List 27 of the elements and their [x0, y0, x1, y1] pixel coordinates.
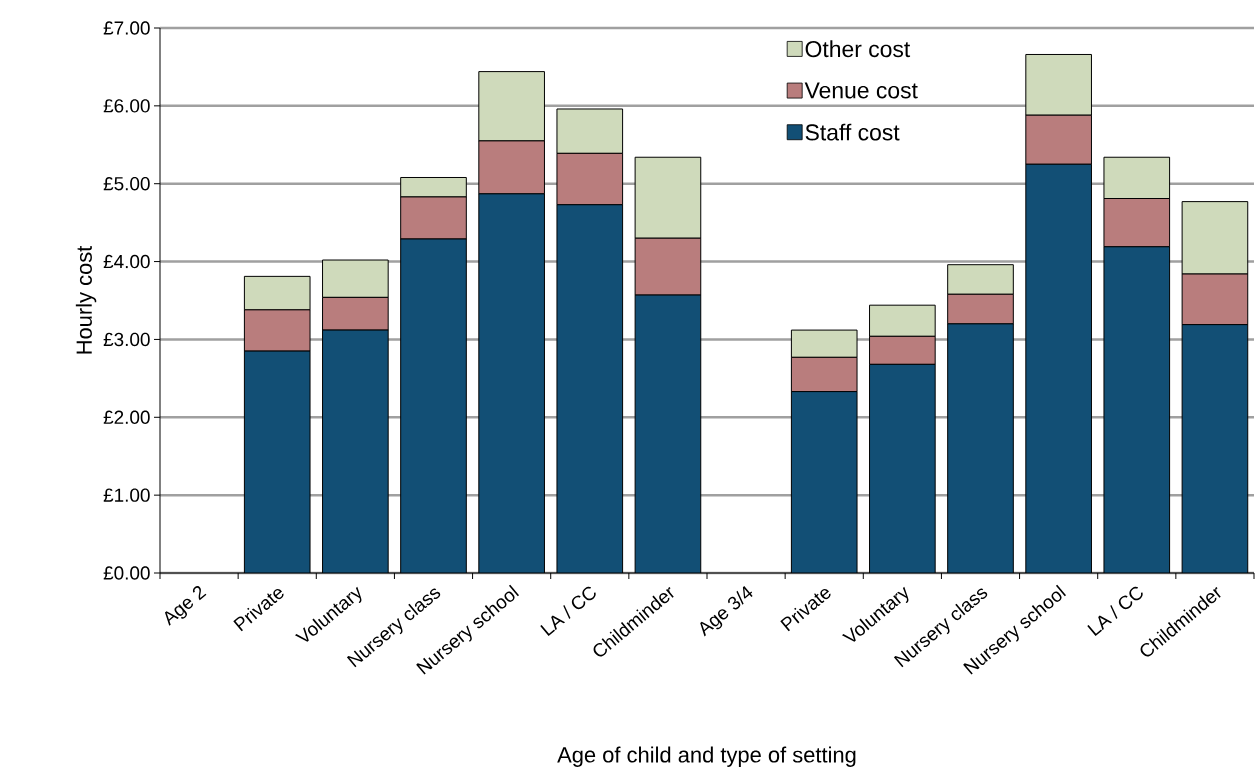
x-axis-title: Age of child and type of setting	[557, 746, 856, 767]
legend-label: Venue cost	[804, 82, 918, 99]
y-tick-label: £0.00	[103, 566, 150, 580]
bar	[322, 330, 389, 573]
bar	[869, 364, 936, 573]
y-tick-label: £2.00	[103, 410, 150, 424]
bar	[556, 204, 623, 573]
y-axis-title: Hourly cost	[75, 245, 97, 354]
y-tick-label: £6.00	[103, 99, 150, 113]
bar	[947, 323, 1014, 573]
y-tick-label: £7.00	[103, 21, 150, 35]
bar	[1103, 246, 1170, 573]
bar	[478, 193, 545, 573]
y-tick-label: £4.00	[103, 254, 150, 269]
x-tick-label: Age 2	[164, 586, 207, 626]
bar	[400, 238, 467, 573]
x-tick-label: Age 3/4	[700, 586, 753, 637]
y-tick-label: £5.00	[103, 177, 150, 191]
y-tick-label: £1.00	[103, 488, 150, 502]
bar	[791, 391, 858, 573]
bar	[1025, 164, 1092, 573]
bar	[1181, 324, 1249, 573]
bar	[244, 351, 311, 573]
bar	[635, 295, 701, 573]
legend-label: Staff cost	[805, 123, 900, 141]
y-tick-label: £3.00	[103, 332, 150, 347]
legend-label: Other cost	[805, 40, 911, 58]
